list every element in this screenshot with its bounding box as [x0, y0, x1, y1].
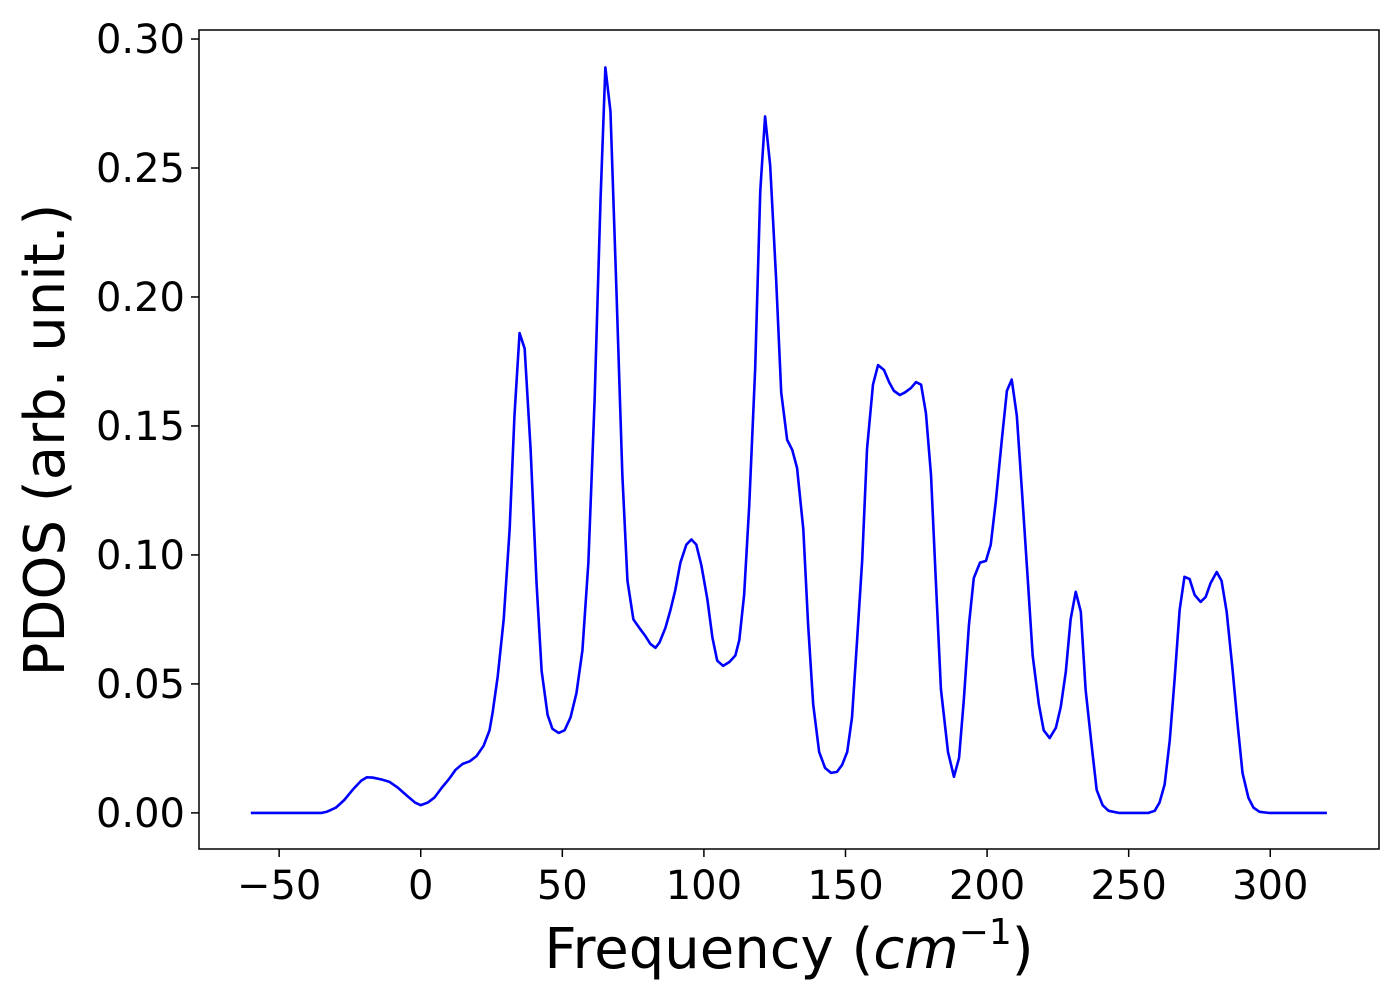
y-tick-label: 0.30	[96, 17, 185, 63]
y-tick-label: 0.20	[96, 275, 185, 321]
y-tick-label: 0.00	[96, 791, 185, 837]
plot-area	[250, 66, 1327, 815]
x-label-unit: cm	[873, 917, 958, 982]
pdos-line	[250, 66, 1327, 815]
x-tick-label: 200	[949, 863, 1025, 909]
y-tick-label: 0.15	[96, 404, 185, 450]
x-tick-label: 300	[1232, 863, 1308, 909]
x-tick-label: 250	[1090, 863, 1166, 909]
y-tick-label: 0.05	[96, 662, 185, 708]
x-tick-label: −50	[237, 863, 321, 909]
y-tick-label: 0.10	[96, 533, 185, 579]
axes-frame	[198, 29, 1380, 850]
y-axis-label: PDOS (arb. unit.)	[13, 204, 78, 677]
y-tick-label: 0.25	[96, 146, 185, 192]
x-tick-label: 100	[666, 863, 742, 909]
x-axis-label: Frequency (cm−1)	[544, 912, 1033, 982]
x-tick-label: 0	[408, 863, 433, 909]
x-label-exponent: −1	[959, 912, 1012, 953]
x-label-text: Frequency (	[544, 917, 873, 982]
x-label-close: )	[1012, 917, 1034, 982]
x-tick-label: 50	[537, 863, 588, 909]
x-tick-label: 150	[807, 863, 883, 909]
